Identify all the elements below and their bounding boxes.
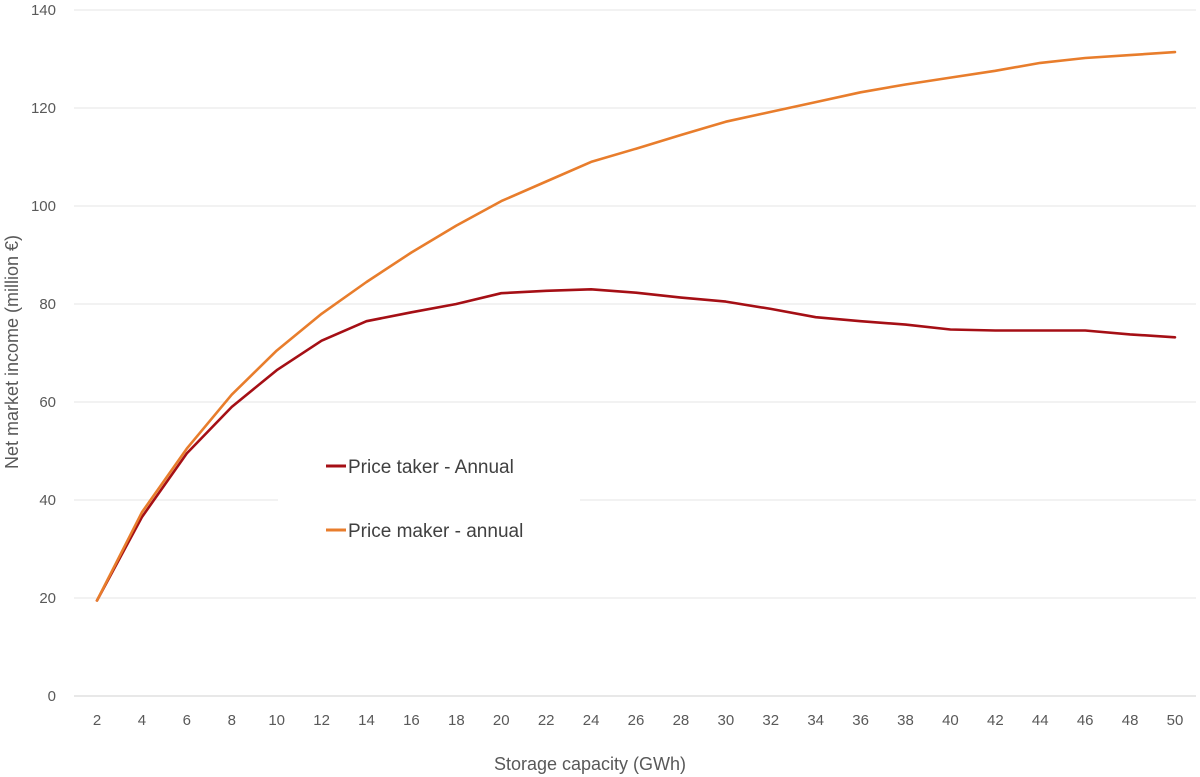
- x-tick-label: 6: [183, 712, 191, 729]
- y-tick-label: 120: [31, 100, 56, 117]
- y-tick-label: 20: [39, 590, 56, 607]
- x-tick-label: 28: [673, 712, 690, 729]
- series-line-price-maker: [95, 50, 1177, 602]
- y-tick-label: 80: [39, 296, 56, 313]
- y-tick-label: 0: [48, 688, 56, 705]
- x-tick-label: 48: [1122, 712, 1139, 729]
- x-tick-label: 22: [538, 712, 555, 729]
- x-tick-label: 34: [807, 712, 824, 729]
- x-axis-title: Storage capacity (GWh): [494, 754, 686, 774]
- x-tick-label: 32: [762, 712, 779, 729]
- x-tick-label: 36: [852, 712, 869, 729]
- x-tick-label: 40: [942, 712, 959, 729]
- legend: Price taker - Annual Price maker - annual: [278, 436, 580, 560]
- y-axis-title: Net market income (million €): [2, 235, 22, 469]
- series-line-price-taker: [95, 287, 1177, 602]
- x-tick-label: 8: [228, 712, 236, 729]
- gridlines: [74, 9, 1196, 697]
- legend-label: Price taker - Annual: [348, 457, 514, 478]
- x-tick-label: 50: [1167, 712, 1184, 729]
- legend-background: [278, 436, 580, 560]
- x-axis-ticks: 2 4 6 8 10 12 14 16 18 20 22 24 26 28 30 32 34 36 38 40 42 44…: [93, 712, 1184, 729]
- x-tick-label: 24: [583, 712, 600, 729]
- x-tick-label: 2: [93, 712, 101, 729]
- x-tick-label: 42: [987, 712, 1004, 729]
- y-tick-label: 40: [39, 492, 56, 509]
- x-tick-label: 4: [138, 712, 146, 729]
- x-tick-label: 38: [897, 712, 914, 729]
- legend-label: Price maker - annual: [348, 521, 523, 542]
- x-tick-label: 14: [358, 712, 375, 729]
- x-tick-label: 20: [493, 712, 510, 729]
- x-tick-label: 16: [403, 712, 420, 729]
- x-tick-label: 30: [717, 712, 734, 729]
- x-tick-label: 12: [313, 712, 330, 729]
- y-tick-label: 60: [39, 394, 56, 411]
- y-axis-ticks: 0 20 40 60 80 100 120 140: [31, 2, 56, 705]
- x-tick-label: 26: [628, 712, 645, 729]
- y-tick-label: 140: [31, 2, 56, 19]
- series-lines: [95, 50, 1177, 602]
- x-tick-label: 44: [1032, 712, 1049, 729]
- x-tick-label: 46: [1077, 712, 1094, 729]
- x-tick-label: 18: [448, 712, 465, 729]
- x-tick-label: 10: [268, 712, 285, 729]
- y-tick-label: 100: [31, 198, 56, 215]
